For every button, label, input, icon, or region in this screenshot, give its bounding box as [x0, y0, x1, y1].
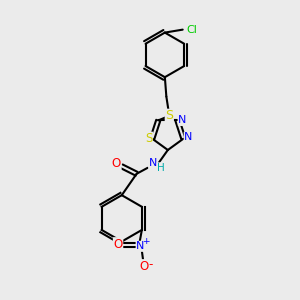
Text: O: O [139, 260, 148, 273]
Text: N: N [178, 116, 187, 125]
Text: N: N [136, 241, 145, 251]
Text: Cl: Cl [186, 25, 197, 34]
Text: H: H [157, 163, 165, 173]
Text: S: S [145, 132, 152, 145]
Text: O: O [112, 157, 121, 170]
Text: +: + [142, 237, 149, 246]
Text: N: N [149, 158, 157, 168]
Text: S: S [165, 109, 173, 122]
Text: N: N [184, 132, 193, 142]
Text: O: O [113, 238, 123, 251]
Text: -: - [148, 258, 153, 271]
